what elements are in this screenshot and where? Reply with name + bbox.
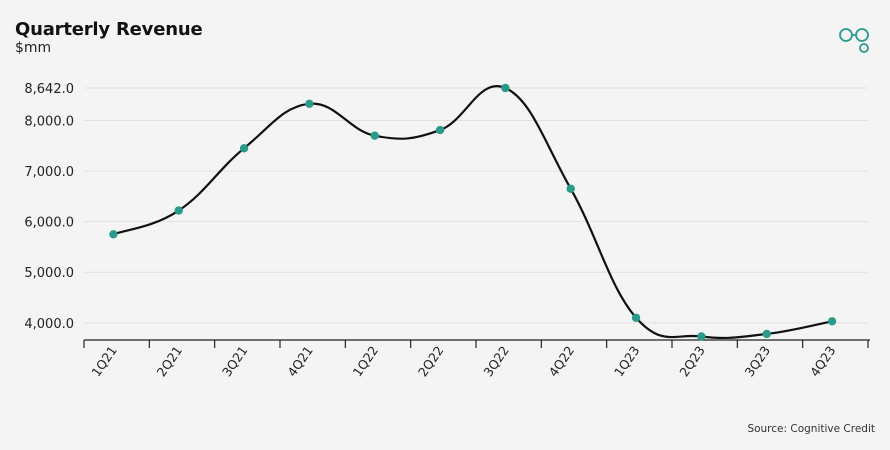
- y-tick-label: 5,000.0: [24, 266, 74, 281]
- x-tick-label: 4Q21: [284, 343, 316, 379]
- x-tick-label: 4Q23: [807, 343, 839, 379]
- data-point-4q22[interactable]: [566, 184, 575, 193]
- x-tick-label: 4Q22: [546, 343, 578, 379]
- source-note: Source: Cognitive Credit: [747, 423, 875, 435]
- x-tick-label: 3Q23: [742, 343, 774, 379]
- x-tick-label: 1Q22: [350, 343, 382, 379]
- data-point-1q21[interactable]: [109, 230, 118, 239]
- data-point-3q22[interactable]: [501, 83, 510, 93]
- data-point-1q23[interactable]: [631, 313, 641, 322]
- data-point-4q23[interactable]: [827, 317, 837, 326]
- data-point-3q21[interactable]: [239, 144, 249, 153]
- x-tick-label: 3Q22: [480, 343, 512, 379]
- data-point-4q21[interactable]: [305, 99, 314, 108]
- revenue-line: [113, 85, 833, 340]
- x-tick-label: 1Q23: [611, 343, 643, 379]
- y-tick-label: 6,000.0: [24, 216, 74, 231]
- chart-subtitle: $mm: [15, 40, 52, 56]
- x-tick-label: 2Q23: [676, 343, 708, 379]
- y-tick-label: 7,000.0: [24, 165, 74, 180]
- y-axis: 4,000.0 5,000.0 6,000.0 7,000.0 8,000.0 8,642…: [24, 82, 74, 332]
- y-tick-label: 8,000.0: [24, 114, 74, 129]
- x-tick-label: 3Q21: [219, 343, 251, 379]
- cognitive-credit-logo-icon: [839, 28, 869, 53]
- y-tick-label: 4,000.0: [24, 317, 74, 332]
- x-axis: 1Q21 2Q21 3Q21 4Q21 1Q22 2Q22 3Q22 4Q22 1Q23 2Q23…: [83, 339, 870, 379]
- y-tick-label: 8,642.0: [24, 82, 74, 97]
- x-tick-label: 2Q21: [154, 343, 186, 379]
- data-point-2q21[interactable]: [174, 206, 183, 215]
- revenue-series: [109, 83, 837, 341]
- data-point-2q23[interactable]: [697, 332, 706, 341]
- data-point-2q22[interactable]: [435, 125, 445, 135]
- x-tick-label: 2Q22: [415, 343, 447, 379]
- data-point-3q23[interactable]: [762, 329, 771, 339]
- chart-title: Quarterly Revenue: [15, 19, 203, 40]
- x-tick-label: 1Q21: [88, 343, 120, 379]
- data-point-1q22[interactable]: [370, 131, 379, 140]
- grid-lines: [84, 87, 868, 324]
